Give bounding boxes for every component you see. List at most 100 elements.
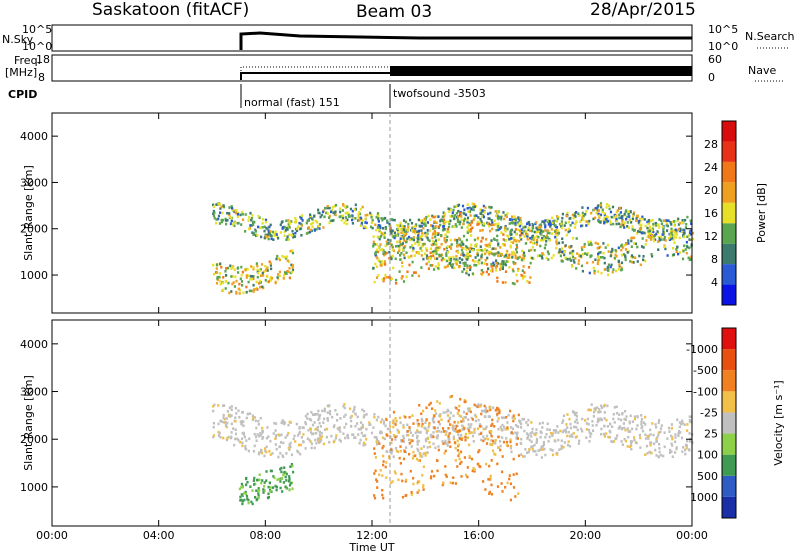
- echo-cell: [647, 221, 650, 224]
- echo-cell: [458, 452, 461, 455]
- echo-cell: [527, 418, 530, 422]
- echo-cell: [212, 409, 215, 413]
- echo-cell: [648, 225, 652, 229]
- echo-cell: [389, 425, 392, 428]
- echo-cell: [518, 224, 522, 228]
- echo-cell: [411, 434, 414, 437]
- echo-cell: [508, 253, 511, 257]
- echo-cell: [679, 431, 682, 434]
- echo-cell: [212, 203, 215, 207]
- echo-cell: [585, 422, 588, 425]
- echo-cell: [263, 236, 266, 240]
- echo-cell: [620, 243, 623, 247]
- echo-cell: [306, 437, 309, 440]
- echo-cell: [657, 431, 660, 434]
- echo-cell: [241, 284, 244, 287]
- echo-cell: [238, 415, 241, 419]
- echo-cell: [554, 235, 557, 239]
- echo-cell: [560, 250, 564, 254]
- echo-cell: [263, 270, 266, 273]
- echo-cell: [407, 235, 411, 239]
- colorbar-segment: [722, 391, 736, 413]
- echo-cell: [430, 224, 433, 227]
- echo-cell: [509, 218, 512, 221]
- echo-cell: [685, 446, 688, 450]
- echo-cell: [655, 425, 658, 429]
- echo-cell: [590, 403, 593, 406]
- echo-cell: [570, 433, 573, 436]
- echo-cell: [655, 224, 658, 227]
- echo-cell: [496, 420, 499, 423]
- echo-cell: [455, 250, 458, 253]
- echo-cell: [613, 440, 616, 443]
- echo-cell: [440, 243, 443, 246]
- echo-cell: [458, 404, 461, 408]
- echo-cell: [332, 440, 335, 444]
- echo-cell: [234, 432, 238, 436]
- echo-cell: [681, 257, 685, 261]
- echo-cell: [318, 437, 321, 440]
- echo-cell: [420, 417, 423, 421]
- echo-cell: [677, 252, 680, 256]
- power-colorbar-label: Power [dB]: [755, 183, 768, 243]
- echo-cell: [359, 224, 362, 228]
- echo-cell: [690, 229, 693, 232]
- echo-cell: [569, 422, 572, 426]
- echo-cell: [383, 277, 386, 280]
- echo-cell: [372, 235, 375, 238]
- echo-cell: [627, 226, 631, 229]
- echo-cell: [527, 228, 530, 232]
- echo-cell: [548, 428, 551, 432]
- echo-cell: [692, 237, 695, 241]
- echo-cell: [397, 244, 400, 248]
- echo-cell: [560, 447, 563, 450]
- echo-cell: [451, 428, 455, 431]
- echo-cell: [257, 487, 260, 490]
- echo-cell: [569, 224, 572, 227]
- echo-cell: [594, 406, 597, 410]
- echo-cell: [487, 212, 490, 216]
- echo-cell: [519, 236, 522, 239]
- colorbar-tick: 16: [704, 207, 718, 220]
- echo-cell: [560, 225, 563, 228]
- echo-cell: [254, 496, 257, 499]
- echo-cell: [670, 434, 673, 438]
- echo-cell: [224, 421, 227, 424]
- echo-cell: [603, 435, 606, 438]
- echo-cell: [548, 239, 551, 242]
- echo-cell: [411, 245, 414, 248]
- echo-cell: [381, 418, 384, 421]
- echo-cell: [315, 227, 318, 231]
- echo-cell: [528, 438, 531, 442]
- echo-cell: [663, 245, 666, 248]
- echo-cell: [382, 252, 385, 255]
- echo-cell: [488, 250, 491, 254]
- echo-cell: [393, 218, 396, 222]
- echo-cell: [361, 426, 365, 429]
- echo-cell: [613, 256, 616, 260]
- echo-cell: [266, 266, 269, 270]
- echo-cell: [480, 255, 483, 258]
- echo-cell: [397, 227, 400, 230]
- echo-cell: [338, 438, 341, 442]
- echo-cell: [405, 232, 408, 236]
- echo-cell: [541, 238, 544, 242]
- echo-cell: [395, 278, 398, 282]
- echo-cell: [432, 416, 435, 420]
- echo-cell: [469, 208, 472, 212]
- echo-cell: [423, 217, 426, 220]
- echo-cell: [533, 241, 536, 245]
- echo-cell: [406, 237, 409, 241]
- echo-cell: [437, 262, 440, 265]
- echo-cell: [561, 237, 564, 240]
- echo-cell: [375, 228, 378, 232]
- echo-cell: [442, 442, 445, 445]
- echo-cell: [556, 215, 559, 218]
- echo-cell: [585, 224, 588, 227]
- echo-cell: [249, 211, 252, 215]
- echo-cell: [506, 227, 509, 231]
- echo-cell: [489, 211, 492, 215]
- echo-cell: [423, 426, 426, 430]
- echo-cell: [556, 453, 559, 456]
- echo-cell: [620, 440, 623, 443]
